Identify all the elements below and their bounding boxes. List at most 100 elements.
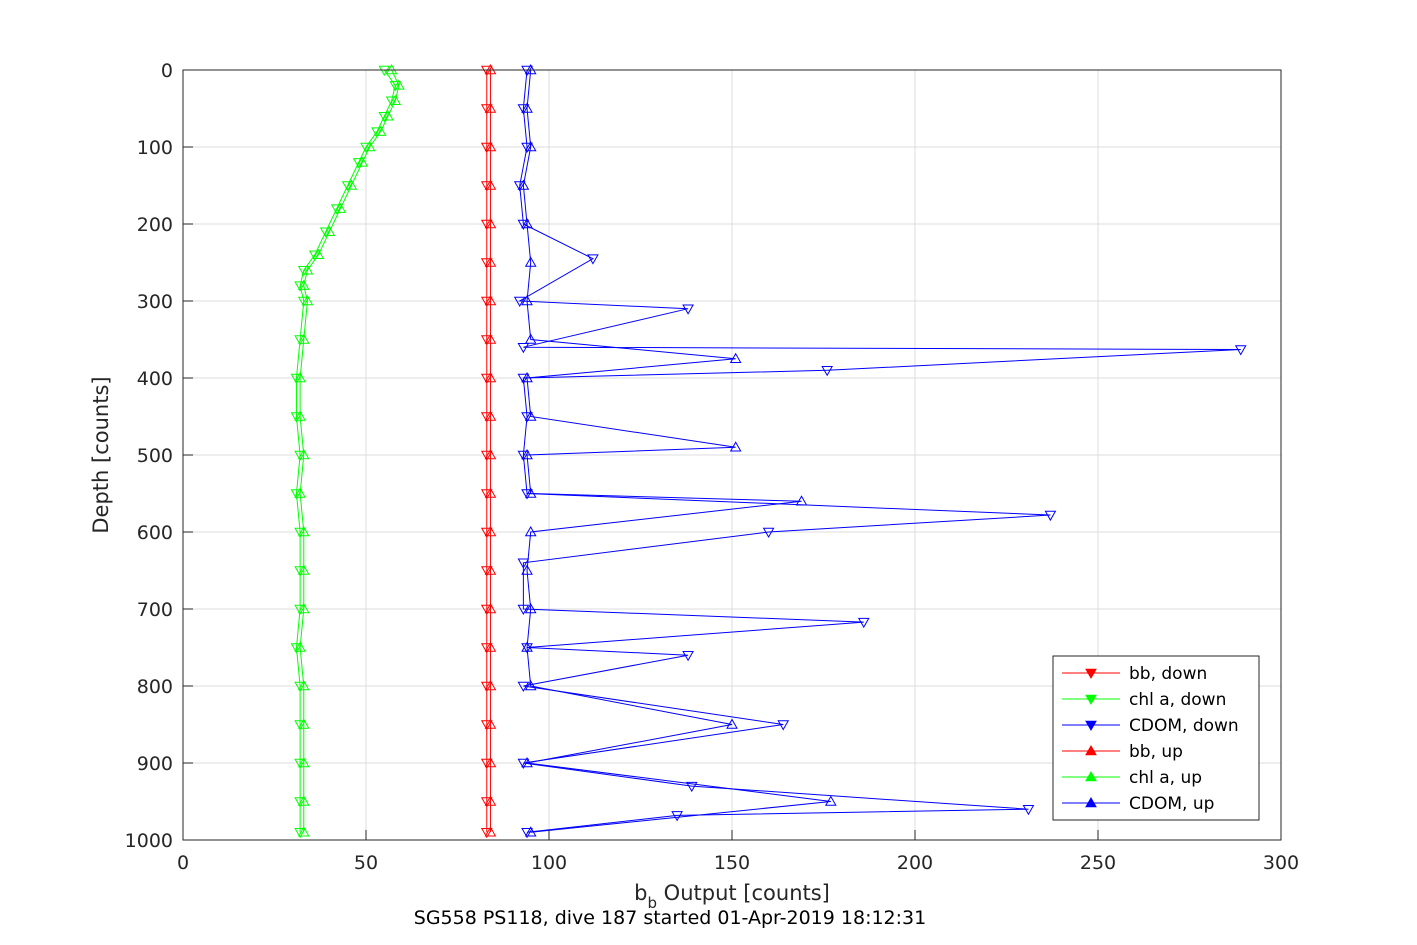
- data-point: [484, 602, 497, 614]
- data-point: [290, 643, 303, 654]
- data-point: [521, 294, 533, 306]
- data-point: [297, 333, 310, 344]
- data-point: [389, 81, 402, 92]
- data-point: [729, 352, 742, 363]
- data-point: [374, 125, 387, 136]
- x-tick-label: 50: [354, 852, 378, 874]
- data-point: [378, 65, 391, 77]
- data-point: [517, 681, 530, 693]
- data-point: [330, 204, 343, 215]
- data-point: [521, 756, 533, 768]
- data-point: [480, 566, 493, 577]
- data-point: [517, 604, 530, 616]
- data-point: [294, 828, 306, 839]
- x-axis-ticks: 0 50 100 150 200 250 300: [177, 830, 1299, 874]
- data-point: [294, 758, 306, 770]
- x-tick-label: 0: [177, 852, 189, 874]
- data-point: [341, 181, 354, 192]
- data-point: [297, 756, 310, 768]
- data-point: [524, 140, 537, 152]
- legend: bb, down chl a, down CDOM, down bb, up chl a…: [1052, 655, 1260, 821]
- data-point: [682, 650, 694, 662]
- y-axis-label: Depth [counts]: [89, 376, 113, 533]
- data-point: [524, 679, 537, 691]
- data-point: [484, 371, 497, 383]
- legend-box: [1052, 655, 1260, 821]
- x-axis-label-main: b: [634, 881, 647, 905]
- legend-entry: bb, down: [1062, 664, 1207, 684]
- legend-marker: [1085, 796, 1097, 808]
- data-point: [517, 558, 530, 569]
- series-bb-down: [480, 65, 493, 839]
- data-point: [517, 342, 530, 354]
- data-point: [524, 256, 537, 267]
- legend-marker: [1085, 744, 1097, 756]
- data-point: [480, 373, 493, 385]
- x-tick-label: 100: [531, 852, 567, 874]
- data-point: [290, 489, 303, 500]
- data-point: [297, 679, 310, 691]
- data-point: [1022, 804, 1035, 816]
- data-point: [484, 294, 497, 306]
- data-point: [517, 758, 530, 770]
- data-point: [521, 489, 533, 500]
- data-point: [294, 641, 306, 652]
- data-point: [480, 219, 493, 231]
- data-point: [294, 371, 306, 383]
- y-tick-label: 100: [137, 137, 173, 159]
- data-point: [671, 811, 683, 822]
- y-tick-label: 800: [137, 676, 173, 698]
- data-point: [294, 720, 306, 731]
- data-point: [1234, 345, 1247, 356]
- data-point: [484, 641, 497, 652]
- data-point: [484, 102, 497, 113]
- data-point: [294, 410, 306, 421]
- legend-label: bb, up: [1129, 742, 1183, 762]
- data-point: [484, 448, 497, 460]
- data-point: [795, 495, 808, 506]
- data-point: [726, 718, 738, 729]
- legend-entry: CDOM, down: [1062, 716, 1239, 736]
- legend-label: chl a, down: [1129, 690, 1226, 710]
- series-line: [295, 69, 396, 833]
- data-point: [524, 826, 537, 837]
- data-point: [521, 828, 533, 839]
- data-point: [294, 487, 306, 498]
- legend-label: CDOM, down: [1129, 716, 1239, 736]
- y-tick-label: 600: [137, 522, 173, 544]
- series-cdom-down: [513, 65, 1247, 839]
- data-point: [297, 602, 310, 614]
- y-tick-label: 200: [137, 214, 173, 236]
- data-point: [821, 366, 834, 377]
- data-point: [521, 142, 533, 154]
- data-point: [312, 248, 325, 260]
- data-point: [294, 604, 306, 616]
- data-point: [294, 335, 306, 346]
- data-point: [484, 756, 497, 768]
- data-point: [484, 718, 497, 729]
- y-tick-label: 400: [137, 368, 173, 390]
- data-point: [480, 335, 493, 346]
- data-point: [484, 217, 497, 229]
- y-tick-label: 1000: [125, 830, 173, 852]
- data-point: [484, 410, 497, 421]
- data-point: [297, 448, 310, 460]
- data-point: [480, 720, 493, 731]
- data-point: [521, 371, 533, 383]
- data-point: [484, 525, 497, 537]
- data-point: [323, 225, 336, 236]
- data-point: [294, 527, 306, 539]
- data-point: [385, 96, 398, 107]
- data-point: [480, 527, 493, 539]
- data-point: [517, 373, 530, 385]
- series-layer: [290, 63, 1247, 839]
- data-point: [297, 564, 310, 575]
- data-point: [484, 679, 497, 691]
- data-point: [857, 617, 870, 629]
- data-point: [484, 487, 497, 498]
- data-point: [480, 489, 493, 500]
- data-point: [294, 566, 306, 577]
- data-point: [521, 412, 533, 423]
- series-cdom-up: [517, 63, 837, 837]
